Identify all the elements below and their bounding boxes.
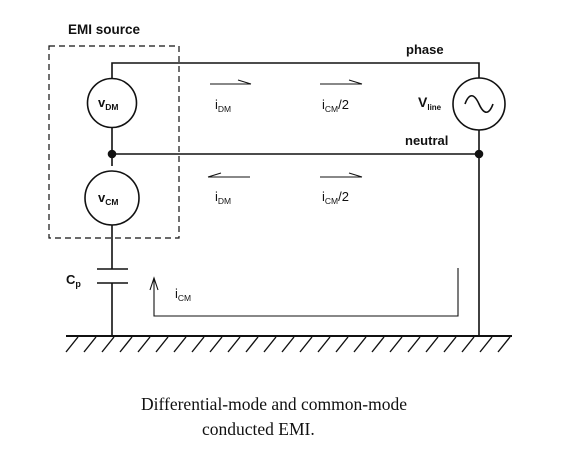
i-cm-top-label: iCM/2 xyxy=(322,97,349,114)
i-cm-return-label: iCM xyxy=(175,286,191,303)
ac-sine-icon xyxy=(464,94,494,114)
i-dm-top-label: iDM xyxy=(215,97,231,114)
emi-source-label: EMI source xyxy=(68,22,141,37)
emi-source-box xyxy=(48,45,180,239)
cm-return-arrowhead xyxy=(149,276,159,291)
i-dm-top-arrow xyxy=(210,79,252,85)
i-cm-bottom-label: iCM/2 xyxy=(322,189,349,206)
phase-wire xyxy=(111,62,480,78)
phase-label: phase xyxy=(406,42,444,57)
i-dm-bottom-arrow xyxy=(207,172,250,178)
v-dm-label: vDM xyxy=(98,95,118,112)
left-junction-dot xyxy=(107,149,117,159)
caption-line-2: conducted EMI. xyxy=(202,419,315,439)
neutral-label: neutral xyxy=(405,133,448,148)
v-line-label: Vline xyxy=(418,94,442,112)
i-cm-top-arrow xyxy=(320,79,363,85)
i-cm-bottom-arrow xyxy=(320,172,363,178)
caption-line-1: Differential-mode and common-mode xyxy=(141,394,407,414)
v-dm-source xyxy=(86,77,138,129)
cp-label: Cp xyxy=(66,272,81,289)
right-junction-dot xyxy=(474,149,484,159)
v-cm-label: vCM xyxy=(98,190,118,207)
i-dm-bottom-label: iDM xyxy=(215,189,231,206)
v-cm-source xyxy=(84,170,140,226)
ground-hatch xyxy=(65,336,511,353)
cm-return-path xyxy=(153,268,459,317)
